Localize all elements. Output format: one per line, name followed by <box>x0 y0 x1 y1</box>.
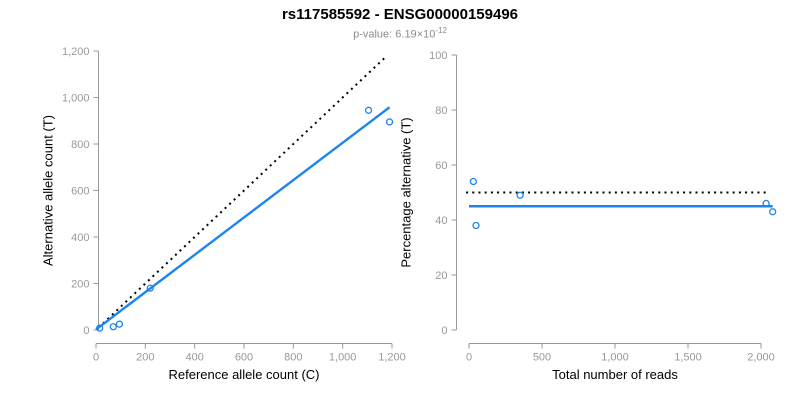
x-tick-label: 2,000 <box>747 352 775 364</box>
identity-line-dotted <box>97 54 388 329</box>
y-tick-label: 40 <box>435 215 447 227</box>
x-tick-label: 1,200 <box>378 352 406 364</box>
y-tick-label: 800 <box>71 139 89 151</box>
data-point <box>96 324 104 332</box>
x-tick-label: 500 <box>533 352 551 364</box>
x-tick-label: 400 <box>185 352 203 364</box>
y-tick-label: 80 <box>435 105 447 117</box>
x-axis-label: Reference allele count (C) <box>168 367 319 382</box>
p-value-text: p-value: 6.19×10 <box>353 28 436 41</box>
data-point <box>146 284 154 292</box>
data-point <box>364 106 373 114</box>
x-tick-label: 1,500 <box>674 352 702 364</box>
x-tick-label: 1,000 <box>601 352 629 364</box>
y-axis-label: Alternative allele count (T) <box>41 115 56 266</box>
data-point <box>769 208 777 216</box>
chart-subtitle: p-value: 6.19×10-12 <box>0 26 800 41</box>
data-point <box>516 191 524 199</box>
right-panel: 0 500 1,000 1,500 2,000 0 20 40 60 80 100 Total num… <box>399 50 777 382</box>
data-point <box>109 323 117 331</box>
regression-line <box>95 106 391 331</box>
y-tick-label: 400 <box>71 232 89 244</box>
data-point <box>472 221 480 230</box>
data-point <box>762 199 770 208</box>
y-tick-label: 200 <box>71 278 89 290</box>
data-point <box>115 320 124 328</box>
y-tick-label: 0 <box>441 325 447 337</box>
x-axis-label: Total number of reads <box>552 367 678 382</box>
x-tick-label: 0 <box>466 352 472 364</box>
p-value-exponent: -12 <box>435 26 447 35</box>
y-tick-label: 1,000 <box>62 92 90 104</box>
y-tick-label: 0 <box>83 325 89 337</box>
x-tick-label: 0 <box>93 352 99 364</box>
left-panel: 0 200 400 600 800 1,000 1,200 0 200 400 600 800 1,00… <box>41 46 406 382</box>
data-point <box>385 118 394 126</box>
x-tick-label: 800 <box>284 352 302 364</box>
y-tick-label: 600 <box>71 185 89 197</box>
y-tick-label: 20 <box>435 270 447 282</box>
data-point <box>469 177 478 186</box>
chart-title: rs117585592 - ENSG00000159496 <box>281 6 519 23</box>
x-tick-label: 200 <box>136 352 154 364</box>
y-tick-label: 1,200 <box>62 46 90 58</box>
x-tick-label: 1,000 <box>329 352 357 364</box>
y-tick-label: 60 <box>435 160 447 172</box>
x-tick-label: 600 <box>235 352 253 364</box>
y-tick-label: 100 <box>429 50 447 62</box>
y-axis-label: Percentage alternative (T) <box>399 117 414 267</box>
